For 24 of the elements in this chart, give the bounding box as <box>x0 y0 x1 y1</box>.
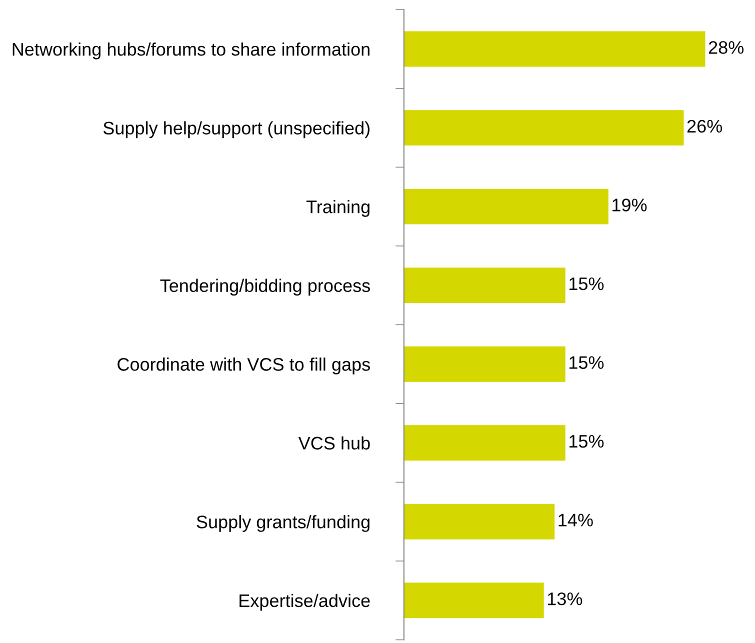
bar <box>404 31 706 67</box>
data-label: 15% <box>570 277 604 290</box>
y-tick-label: Coordinate with VCS to fill gaps <box>118 358 370 374</box>
data-label: 26% <box>687 120 722 133</box>
bar <box>404 582 544 618</box>
y-tick-label: Supply grants/funding <box>196 515 370 532</box>
data-label: 14% <box>558 514 593 526</box>
bar <box>404 504 555 540</box>
y-tick-label: VCS hub <box>298 436 370 450</box>
bar <box>404 268 566 304</box>
y-tick-label: Expertise/advice <box>240 594 370 611</box>
bar <box>404 110 684 146</box>
y-tick-label: Training <box>306 200 370 217</box>
bar <box>404 425 566 461</box>
bar <box>404 188 608 224</box>
data-label: 15% <box>570 356 604 369</box>
bar <box>404 346 566 382</box>
y-tick-label: Networking hubs/forums to share information <box>12 42 370 60</box>
data-label: 15% <box>570 435 604 448</box>
data-label: 28% <box>708 41 744 54</box>
data-label: 13% <box>548 592 582 606</box>
y-tick-label: Tendering/bidding process <box>160 278 370 296</box>
data-label: 19% <box>612 198 647 212</box>
y-tick-label: Supply help/support (unspecified) <box>103 121 370 138</box>
